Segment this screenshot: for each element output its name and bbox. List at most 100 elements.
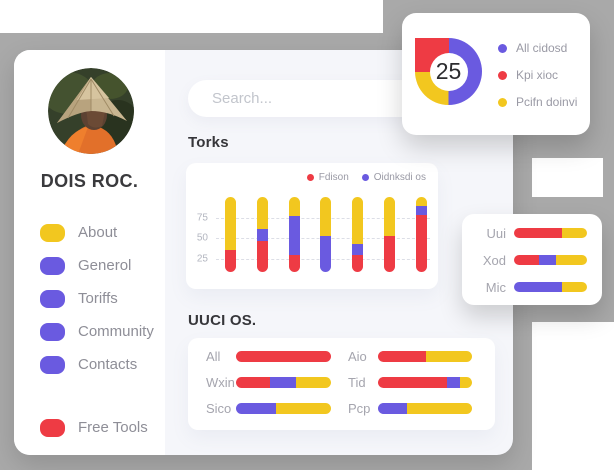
- hbar-row: Wxin: [206, 375, 331, 390]
- hbar-track: [378, 351, 472, 362]
- bar-segment: [407, 403, 472, 414]
- hbar-row: Uui: [472, 225, 587, 241]
- bar-segment: [415, 215, 427, 272]
- bar-segment: [514, 282, 563, 292]
- white-bottom-right: [532, 322, 614, 470]
- uuci-section-title: UUCI OS.: [188, 312, 257, 329]
- stacked-bar: [256, 197, 268, 272]
- bar-segment: [320, 197, 332, 236]
- bar-segment: [415, 197, 427, 206]
- bar-segment: [236, 377, 271, 388]
- legend-label: Fdison: [318, 172, 349, 183]
- bar-segment: [378, 403, 408, 414]
- legend-label: All cidosd: [516, 41, 568, 55]
- stacked-bar: [320, 197, 332, 272]
- hbar-track: [514, 282, 587, 292]
- legend-item: Oidnksdi os: [361, 172, 426, 183]
- blob-icon: [36, 418, 65, 441]
- hbar-row: Sico: [206, 401, 331, 416]
- bar-segment: [555, 255, 587, 265]
- mini-bars-rows: Uui Xod Mic: [472, 225, 587, 309]
- profile-name: DOIS ROC.: [40, 171, 139, 191]
- white-notch: [532, 158, 603, 197]
- bar-segment: [378, 377, 447, 388]
- sidebar-item-contacts[interactable]: Contacts: [14, 348, 165, 381]
- sidebar: DOIS ROC. About Generol Toriffs Community Co…: [14, 50, 165, 455]
- hbar-label: Aio: [348, 349, 367, 364]
- hbar-track: [514, 228, 587, 238]
- bar-segment: [320, 236, 332, 272]
- y-tick-label: 75: [196, 212, 208, 224]
- sidebar-item-label: Contacts: [78, 356, 138, 373]
- bar-segment: [514, 255, 539, 265]
- hbar-row: All: [206, 349, 331, 364]
- legend-item: Fdison: [306, 172, 349, 183]
- stacked-bar: [415, 197, 427, 272]
- donut-stat-card: 25 All cidosd Kpi xioc Pcifn doinvi: [402, 13, 590, 135]
- avatar-photo: [48, 68, 134, 154]
- hbar-label: Wxin: [206, 375, 235, 390]
- y-tick-label: 25: [196, 253, 208, 265]
- hbar-row: Xod: [472, 252, 587, 268]
- donut-center-value: 25: [429, 52, 468, 91]
- legend-dot-icon: [498, 70, 507, 80]
- y-tick-label: 50: [196, 232, 208, 244]
- sidebar-menu-footer: Free Tools: [14, 411, 165, 444]
- bar-segment: [225, 197, 236, 250]
- bar-segment: [459, 377, 472, 388]
- bar-segment: [256, 228, 268, 241]
- dashboard-card: DOIS ROC. About Generol Toriffs Community Co…: [14, 50, 513, 455]
- sidebar-item-label: Free Tools: [78, 419, 148, 436]
- torks-legend: Fdison Oidnksdi os: [306, 172, 426, 183]
- stacked-bar: [352, 197, 364, 272]
- torks-chart-card: Fdison Oidnksdi os 75 50 25: [186, 163, 438, 289]
- bar-segment: [236, 403, 276, 414]
- stacked-bar: [384, 197, 395, 272]
- uuci-column-right: Aio Tid Pcp: [348, 349, 472, 429]
- bar-segment: [270, 377, 296, 388]
- hbar-track: [236, 377, 331, 388]
- blob-icon: [36, 256, 65, 279]
- legend-item: All cidosd: [498, 40, 577, 56]
- hbar-label: Tid: [348, 375, 366, 390]
- hbar-row: Tid: [348, 375, 472, 390]
- bar-segment: [384, 197, 395, 236]
- sidebar-item-label: Community: [78, 323, 154, 340]
- sidebar-item-community[interactable]: Community: [14, 315, 165, 348]
- sidebar-item-generol[interactable]: Generol: [14, 249, 165, 282]
- blob-icon: [36, 289, 65, 312]
- bar-segment: [275, 403, 331, 414]
- sidebar-item-label: Generol: [78, 257, 132, 274]
- bar-segment: [415, 206, 427, 215]
- legend-label: Kpi xioc: [516, 68, 559, 82]
- hbar-track: [514, 255, 587, 265]
- hbar-label: All: [206, 349, 221, 364]
- bar-segment: [378, 351, 426, 362]
- hbar-label: Uui: [486, 225, 506, 241]
- legend-label: Oidnksdi os: [373, 172, 426, 183]
- legend-item: Kpi xioc: [498, 67, 577, 83]
- sidebar-item-about[interactable]: About: [14, 216, 165, 249]
- sidebar-item-toriffs[interactable]: Toriffs: [14, 282, 165, 315]
- legend-label: Pcifn doinvi: [516, 95, 578, 109]
- hbar-label: Xod: [482, 252, 506, 268]
- hbar-track: [236, 403, 331, 414]
- torks-section-title: Torks: [188, 134, 229, 151]
- bar-segment: [446, 377, 460, 388]
- donut-legend: All cidosd Kpi xioc Pcifn doinvi: [498, 40, 577, 110]
- bar-segment: [352, 243, 364, 255]
- sidebar-item-label: About: [78, 224, 118, 241]
- bar-segment: [562, 228, 587, 238]
- hbar-label: Mic: [485, 279, 506, 295]
- uuci-chart-card: All Wxin Sico Aio Tid Pcp: [188, 338, 495, 430]
- avatar: [48, 68, 134, 154]
- bar-segment: [236, 351, 331, 362]
- blob-icon: [36, 223, 65, 246]
- bar-segment: [352, 254, 364, 272]
- sidebar-item-free-tools[interactable]: Free Tools: [14, 411, 165, 444]
- bar-segment: [352, 197, 364, 244]
- hbar-track: [378, 377, 472, 388]
- donut-value-text: 25: [435, 58, 462, 84]
- hbar-track: [378, 403, 472, 414]
- legend-dot-icon: [306, 174, 314, 181]
